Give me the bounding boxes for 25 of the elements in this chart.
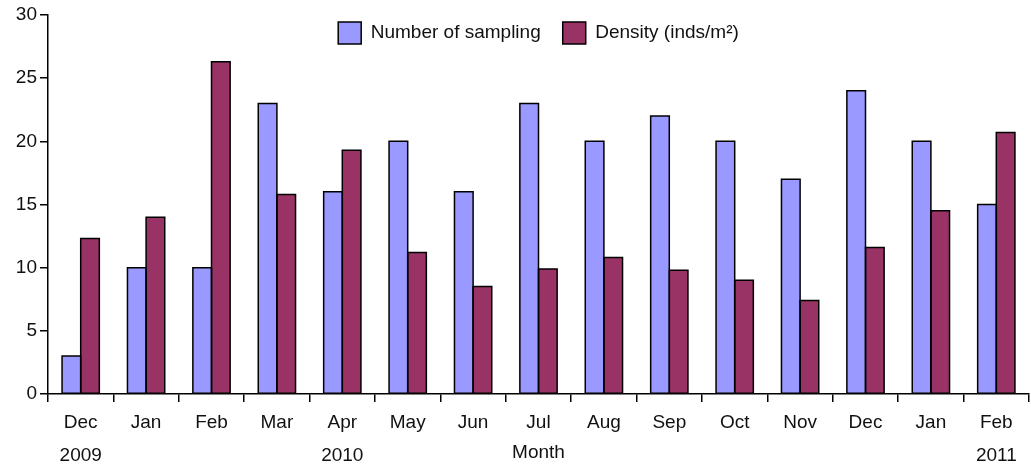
x-tick-label: Jun <box>457 410 489 432</box>
x-tick-label: Sep <box>652 410 687 432</box>
y-tick-label: 15 <box>15 192 37 214</box>
x-tick-label: Jul <box>526 410 551 432</box>
y-tick-label: 20 <box>15 129 37 151</box>
x-tick-label: May <box>389 410 427 432</box>
y-tick-label: 25 <box>15 66 37 88</box>
x-tick-label: Nov <box>783 410 818 432</box>
y-tick-label: 30 <box>15 3 37 25</box>
x-tick-label: Apr 2010 <box>321 410 364 466</box>
x-tick-label: Oct <box>719 410 751 432</box>
x-tick-label: Jan <box>130 410 162 432</box>
x-tick-label: Mar <box>260 410 294 432</box>
x-axis-title: Month <box>512 440 565 462</box>
x-tick-label: Dec <box>848 410 883 432</box>
x-tick-label: Aug <box>586 410 621 432</box>
y-tick-label: 0 <box>26 382 37 404</box>
x-tick-label: Jan <box>915 410 947 432</box>
y-tick-label: 10 <box>15 255 37 277</box>
x-tick-label: Feb <box>195 410 228 432</box>
legend-label: Density (inds/m²) <box>595 21 739 43</box>
x-tick-label: Feb 2011 <box>975 410 1017 466</box>
x-tick-label: Dec 2009 <box>59 410 102 466</box>
y-tick-label: 5 <box>26 319 37 341</box>
legend-label: Number of sampling <box>370 21 541 43</box>
